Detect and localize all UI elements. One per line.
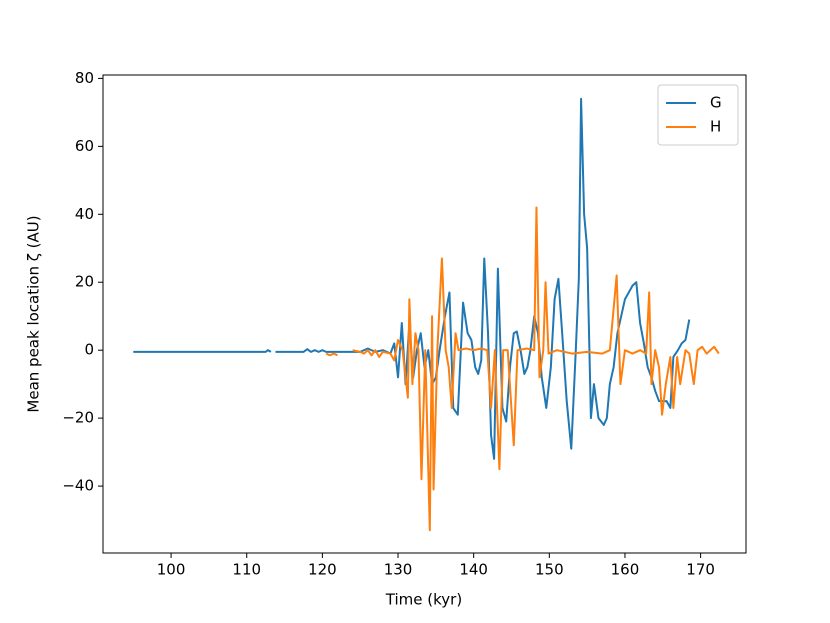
line-series xyxy=(325,352,338,357)
line-series xyxy=(275,97,691,460)
x-tick-label: 110 xyxy=(232,561,261,579)
x-tick-label: 150 xyxy=(535,561,564,579)
y-tick-label: −40 xyxy=(62,477,94,495)
line-series xyxy=(352,206,720,532)
y-tick-label: −20 xyxy=(62,409,94,427)
x-tick-label: 170 xyxy=(686,561,715,579)
x-axis-label: Time (kyr) xyxy=(385,591,462,609)
x-tick-label: 130 xyxy=(384,561,413,579)
x-tick-label: 140 xyxy=(459,561,488,579)
y-axis-label: Mean peak location ζ (AU) xyxy=(25,215,43,412)
plot-frame xyxy=(102,74,747,554)
y-tick-label: 20 xyxy=(75,273,94,291)
y-tick-label: 80 xyxy=(75,69,94,87)
y-tick-label: 40 xyxy=(75,205,94,223)
x-tick-label: 160 xyxy=(611,561,640,579)
legend-label: G xyxy=(710,94,722,112)
legend-label: H xyxy=(710,118,721,136)
y-tick-label: 60 xyxy=(75,137,94,155)
x-tick-label: 100 xyxy=(157,561,186,579)
y-tick-label: 0 xyxy=(84,341,94,359)
line-series xyxy=(133,349,272,353)
x-tick-label: 120 xyxy=(308,561,337,579)
legend-box xyxy=(657,84,739,146)
